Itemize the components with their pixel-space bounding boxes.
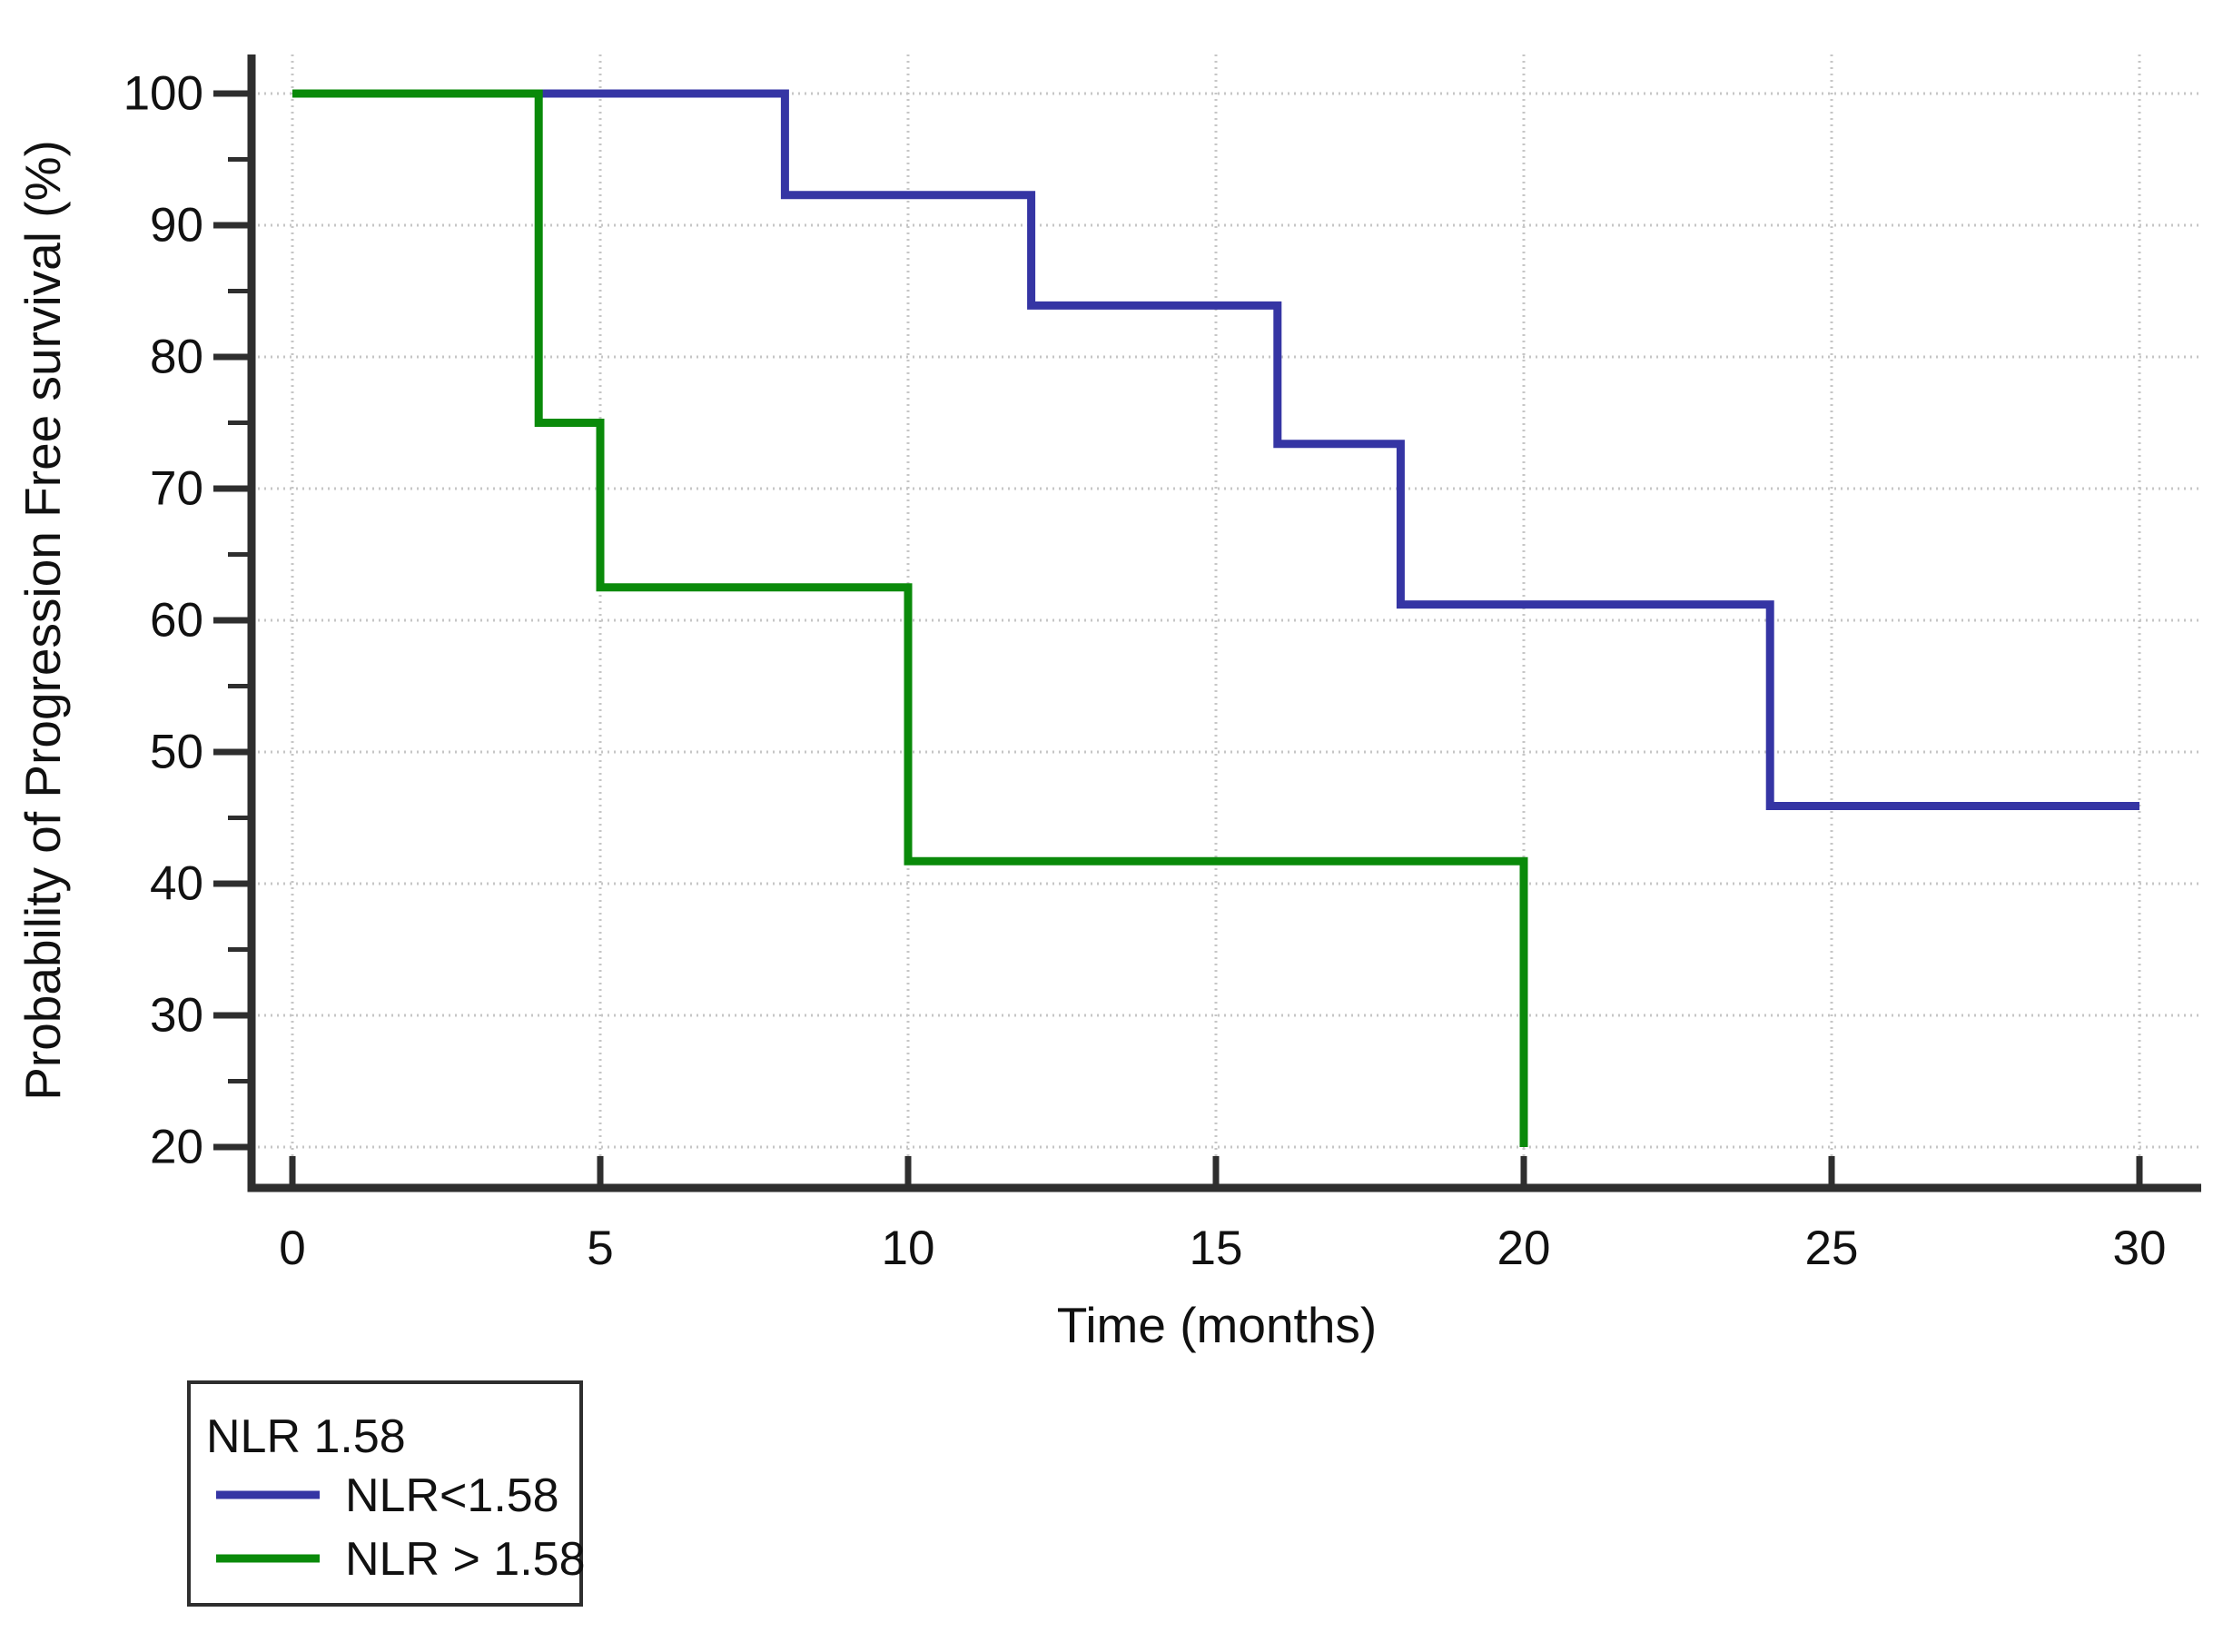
x-axis-title: Time (months)	[1057, 1297, 1377, 1353]
y-tick-label: 70	[150, 462, 203, 516]
gridlines-layer	[252, 54, 2201, 1188]
y-tick-label: 60	[150, 594, 203, 648]
x-tick-label: 10	[882, 1222, 935, 1275]
y-tick-label: 90	[150, 199, 203, 252]
legend-label-nlr-gt-158: NLR > 1.58	[345, 1533, 586, 1586]
y-tick-label: 50	[150, 726, 203, 779]
tick-marks-layer	[213, 90, 2143, 1188]
y-tick-label: 20	[150, 1121, 203, 1174]
legend-box: NLR 1.58 NLR<1.58 NLR > 1.58	[187, 1380, 586, 1607]
series-line-nlr-lt-158	[292, 89, 2139, 810]
series-line-nlr-gt-158	[292, 89, 1528, 1147]
tick-labels-layer: 100 90 80 70 60 50 40 30 20 0 5 10 15 20 25 30	[124, 67, 2167, 1276]
series-curves-layer	[292, 89, 2139, 1147]
x-tick-label: 30	[2113, 1222, 2167, 1275]
y-tick-label: 100	[124, 67, 203, 121]
x-tick-label: 15	[1190, 1222, 1243, 1275]
y-axis-title: Probability of Progression Free survival…	[15, 140, 71, 1101]
x-tick-label: 0	[279, 1222, 305, 1275]
x-tick-label: 20	[1497, 1222, 1551, 1275]
y-tick-label: 80	[150, 331, 203, 384]
x-tick-label: 5	[587, 1222, 613, 1275]
legend-label-nlr-lt-158: NLR<1.58	[345, 1469, 559, 1522]
y-tick-label: 30	[150, 989, 203, 1043]
legend-title: NLR 1.58	[206, 1410, 406, 1463]
y-tick-label: 40	[150, 857, 203, 911]
x-tick-label: 25	[1805, 1222, 1859, 1275]
